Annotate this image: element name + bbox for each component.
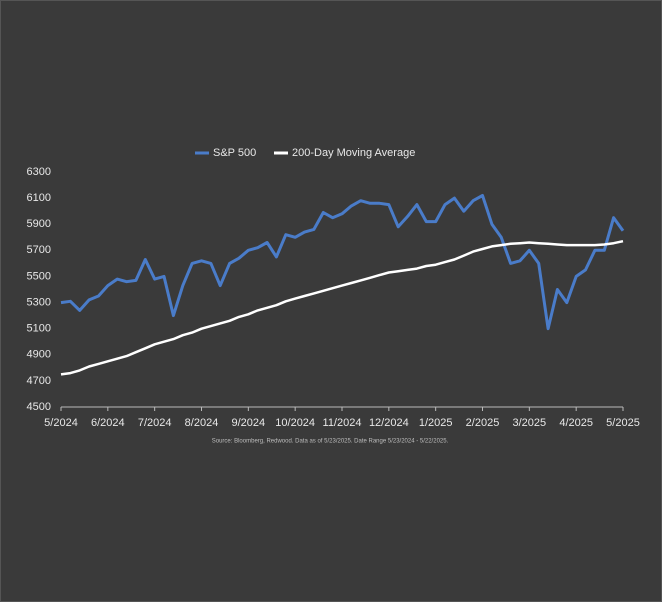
- x-tick-label: 5/2024: [44, 417, 78, 429]
- y-tick-label: 5900: [27, 218, 51, 230]
- legend-label: 200-Day Moving Average: [292, 147, 415, 159]
- series-line: [60, 194, 625, 331]
- y-tick-label: 5100: [27, 323, 51, 335]
- legend-label: S&P 500: [213, 147, 256, 159]
- y-tick-label: 5500: [27, 270, 51, 282]
- y-tick-label: 4700: [27, 375, 51, 387]
- series-line: [60, 239, 624, 376]
- x-tick-label: 9/2024: [232, 417, 266, 429]
- x-tick-label: 6/2024: [91, 417, 125, 429]
- x-tick-label: 2/2025: [466, 417, 500, 429]
- y-tick-label: 4900: [27, 349, 51, 361]
- x-tick-label: 4/2025: [559, 417, 593, 429]
- x-tick-label: 8/2024: [185, 417, 219, 429]
- y-tick-label: 5300: [27, 296, 51, 308]
- x-tick-label: 3/2025: [513, 417, 547, 429]
- x-tick-label: 1/2025: [419, 417, 453, 429]
- x-tick-label: 10/2024: [275, 417, 315, 429]
- y-tick-label: 6300: [27, 166, 51, 178]
- y-tick-label: 6100: [27, 192, 51, 204]
- x-tick-label: 7/2024: [138, 417, 172, 429]
- y-tick-label: 5700: [27, 244, 51, 256]
- x-tick-label: 5/2025: [606, 417, 640, 429]
- x-tick-label: 12/2024: [369, 417, 409, 429]
- y-tick-label: 4500: [27, 401, 51, 413]
- source-note: Source: Bloomberg, Redwood. Data as of 5…: [212, 439, 449, 445]
- x-tick-label: 11/2024: [323, 417, 362, 429]
